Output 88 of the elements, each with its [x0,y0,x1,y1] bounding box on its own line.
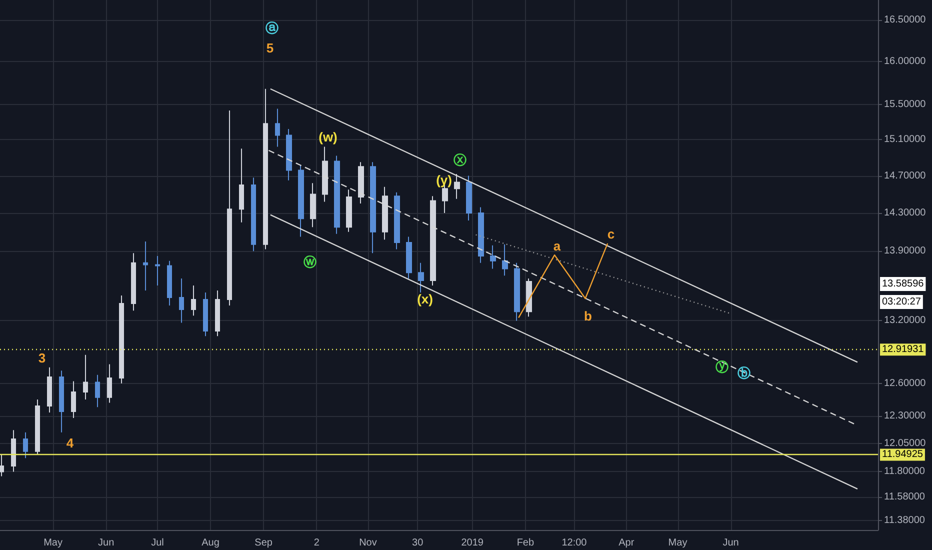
annotation: ⓐ [266,20,278,36]
candlestick [215,290,220,337]
x-tick-label: Nov [359,538,377,548]
y-tick-label: 16.50000 [884,14,926,26]
candlestick [155,256,160,286]
candlestick [502,244,508,276]
candlestick [251,177,256,252]
y-tick-label: 13.90000 [884,246,926,257]
candlestick [382,186,388,240]
candlestick [203,292,208,337]
y-tick-label: 15.10000 [884,134,926,146]
annotation: c [607,226,615,242]
candlestick [334,155,340,234]
y-tick-label: 11.58000 [884,492,926,503]
candlestick [275,108,280,148]
y-tick-label: 11.38000 [884,515,926,526]
x-tick-label: Feb [516,538,534,548]
candlestick [227,110,232,306]
annotation: b [584,308,592,324]
annotation: ⓨ [716,360,728,374]
x-tick-label: Apr [618,538,635,548]
candlestick [370,162,376,254]
ref-line-label: 11.94925 [882,449,924,460]
y-tick-label: 12.60000 [884,378,926,389]
y-tick-label: 16.00000 [884,56,926,68]
candlestick [119,294,124,384]
annotation: ⓧ [454,152,466,168]
candlestick [418,262,424,293]
candlestick [239,148,244,223]
candlestick [191,284,196,316]
candlestick [47,366,52,414]
x-tick-label: 2019 [461,538,484,548]
candlestick [394,192,400,250]
candlestick [454,173,460,200]
candlestick [286,128,292,181]
x-tick-label: May [668,538,688,548]
candlestick [514,262,520,322]
candlestick [179,278,184,324]
text: 03:20:27 [882,296,922,308]
y-tick-label: 13.20000 [884,315,926,326]
x-tick-label: Sep [254,538,273,548]
candlestick [466,175,472,221]
x-tick-label: Aug [202,538,220,548]
candlestick [358,162,364,204]
y-tick-label: 11.80000 [884,466,926,478]
candlestick [310,182,316,228]
x-tick-label: Jun [98,538,114,548]
candlestick [406,236,412,280]
x-tick-label: Jul [151,538,164,548]
candlestick [11,430,16,472]
annotation: 4 [66,436,74,450]
candlestick [83,354,88,400]
text: 13.58596 [882,278,924,290]
x-tick-label: Jun [722,538,739,548]
x-tick-label: 30 [412,538,424,548]
y-tick-label: 14.30000 [884,207,926,218]
y-tick-label: 15.50000 [884,98,926,110]
x-tick-label: May [44,538,63,548]
annotation: ⓦ [304,254,316,270]
candlestick [490,244,496,270]
candlestick [478,206,484,264]
candlestick [167,260,172,306]
annotation: (w) [318,130,338,144]
ref-line-label: 12.91931 [882,344,924,356]
candlestick [71,380,76,419]
annotation: a [553,238,562,254]
y-tick-label: 12.05000 [884,438,926,449]
y-tick-label: 14.70000 [884,170,926,182]
candlestick [143,240,148,291]
candlestick [526,278,532,318]
annotation: ⓑ [738,366,750,380]
annotation: 5 [266,40,274,56]
candlestick [131,252,136,312]
x-tick-label: 2 [314,538,320,548]
candlestick [35,398,40,456]
y-tick-label: 12.30000 [884,410,926,422]
candlestick [95,374,100,408]
candlestick [298,164,304,238]
candlestick [346,189,352,232]
annotation: 3 [38,350,46,366]
candlestick [107,364,112,404]
candlestick [59,370,64,433]
candlestick [23,432,28,459]
x-tick-label: 12:00 [562,538,588,548]
annotation: (x) [417,292,433,306]
candlestick [430,196,436,286]
candlestick [0,454,4,477]
annotation: (y) [436,172,452,188]
